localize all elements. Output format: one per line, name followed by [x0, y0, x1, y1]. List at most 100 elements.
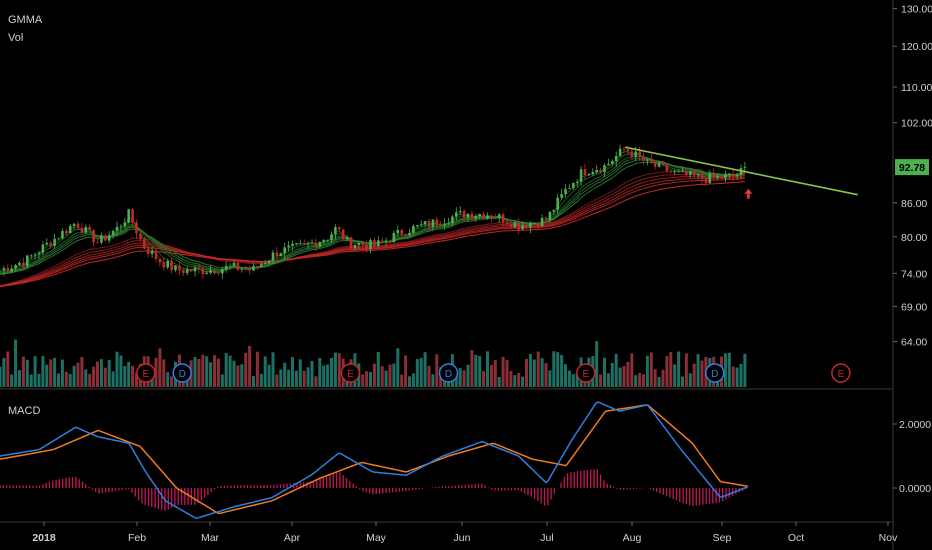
candle-body: [689, 171, 692, 175]
volume-bar: [236, 365, 240, 387]
candle-body: [677, 171, 680, 172]
earnings-event-marker[interactable]: E: [136, 363, 156, 383]
candle-body: [724, 174, 727, 179]
volume-bar: [595, 341, 599, 387]
volume-bar: [213, 355, 216, 387]
candle-body: [228, 265, 232, 267]
time-axis-label: Feb: [128, 532, 146, 544]
candle-body: [462, 211, 466, 218]
volume-bar: [14, 339, 18, 387]
earnings-event-marker[interactable]: E: [576, 363, 596, 383]
candle-body: [517, 222, 520, 230]
candle-body: [189, 269, 193, 272]
candle-body: [49, 242, 52, 246]
gmma-long-ema-line: [0, 180, 745, 288]
candle-body: [544, 217, 548, 221]
volume-bar: [486, 351, 489, 387]
candle-body: [646, 159, 649, 161]
macd-axis[interactable]: 2.0000 0.0000: [893, 419, 931, 495]
event-marker-circle: [438, 363, 459, 383]
candle-body: [193, 267, 197, 272]
price-axis[interactable]: 130.00 120.00 110.00 102.00 92.78 86.00 80.00 7…: [893, 4, 932, 349]
volume-bar: [64, 371, 68, 387]
time-axis[interactable]: 2018 Feb Mar Apr May Jun Jul Aug Sep Oct Nov: [32, 522, 898, 544]
volume-bar: [365, 371, 369, 387]
volume-bar: [743, 353, 747, 387]
volume-bar: [610, 363, 614, 387]
volume-bar: [318, 357, 322, 387]
earnings-event-marker[interactable]: E: [831, 363, 851, 383]
volume-bar: [298, 359, 302, 387]
macd-indicator-label[interactable]: MACD: [8, 405, 40, 417]
trendline-layer[interactable]: [624, 146, 858, 199]
event-marker-label: D: [445, 369, 452, 380]
volume-bar: [505, 360, 509, 387]
up-arrow-icon[interactable]: [744, 188, 753, 199]
dividend-event-marker[interactable]: D: [438, 363, 459, 383]
candle-body: [735, 175, 739, 177]
candle-body: [685, 170, 688, 176]
candle-body: [447, 223, 450, 224]
volume-bar: [92, 366, 96, 387]
volume-bar: [404, 355, 408, 387]
volume-bar: [248, 345, 252, 387]
volume-bar: [517, 373, 521, 387]
candle-body: [361, 243, 364, 245]
volume-bar: [111, 371, 115, 387]
candle-body: [388, 240, 392, 242]
volume-bar: [80, 357, 84, 387]
candle-body: [217, 273, 220, 275]
volume-bar: [53, 357, 57, 387]
last-price-tag[interactable]: [895, 159, 929, 176]
volume-bar: [131, 365, 135, 387]
dividend-event-marker[interactable]: D: [705, 363, 725, 383]
dividend-event-marker[interactable]: D: [172, 363, 192, 383]
volume-bar: [564, 364, 567, 387]
candle-body: [618, 148, 622, 156]
volume-bar: [76, 362, 80, 387]
volume-bar: [306, 367, 310, 387]
volume-bar: [489, 365, 493, 387]
candle-body: [256, 265, 259, 267]
candle-body: [158, 259, 162, 263]
candle-body: [232, 262, 236, 266]
volume-bar: [493, 359, 497, 387]
candle-body: [400, 229, 403, 235]
candle-body: [240, 269, 244, 270]
candle-body: [88, 226, 91, 231]
candle-body: [96, 242, 99, 244]
volume-bar: [228, 355, 232, 387]
candle-body: [170, 260, 173, 271]
volume-bar: [606, 373, 610, 387]
volume-bar: [322, 365, 326, 387]
gmma-indicator-label[interactable]: GMMA: [8, 14, 43, 26]
candle-body: [224, 266, 228, 270]
earnings-event-marker[interactable]: E: [340, 363, 361, 383]
volume-bar: [560, 354, 564, 387]
candle-body: [92, 230, 95, 243]
candle-body: [692, 171, 696, 176]
price-axis-label: 64.00: [901, 337, 927, 349]
volume-bar: [692, 363, 696, 387]
candle-body: [642, 156, 645, 161]
volume-bar: [474, 354, 478, 387]
candle-body: [104, 235, 107, 241]
candle-body: [474, 216, 478, 219]
volume-bar: [10, 374, 14, 387]
volume-bar: [731, 366, 735, 387]
volume-bar: [677, 351, 681, 387]
candle-body: [731, 173, 735, 177]
candle-body: [283, 247, 286, 254]
volume-indicator-label[interactable]: Vol: [8, 32, 23, 44]
volume-bar: [205, 356, 209, 387]
volume-bar: [21, 356, 25, 387]
descending-trendline[interactable]: [624, 146, 858, 196]
candle-body: [22, 262, 25, 266]
volume-bar: [622, 366, 626, 387]
gmma-long-ema-line: [0, 176, 745, 287]
candle-body: [380, 240, 384, 242]
volume-bar: [536, 351, 540, 387]
volume-bar: [29, 374, 33, 387]
